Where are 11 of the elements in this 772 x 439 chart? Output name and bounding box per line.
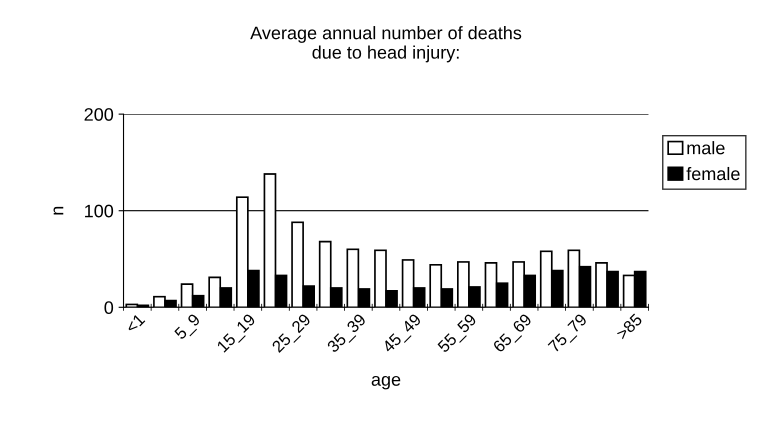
x-tick-label: 5_9 <box>174 313 203 342</box>
chart-title: Average annual number of deaths due to head injury: <box>250 26 522 62</box>
y-axis-title: n <box>54 206 64 215</box>
x-axis-title: age <box>372 376 400 390</box>
legend-label: male <box>687 141 725 154</box>
x-tick-label: >85 <box>616 312 643 340</box>
x-tick-label: <1 <box>124 313 146 334</box>
y-tick-label: 200 <box>84 108 114 121</box>
y-tick-label: 100 <box>85 204 114 218</box>
y-tick-label: 0 <box>104 301 114 314</box>
legend-label: female <box>686 166 740 180</box>
